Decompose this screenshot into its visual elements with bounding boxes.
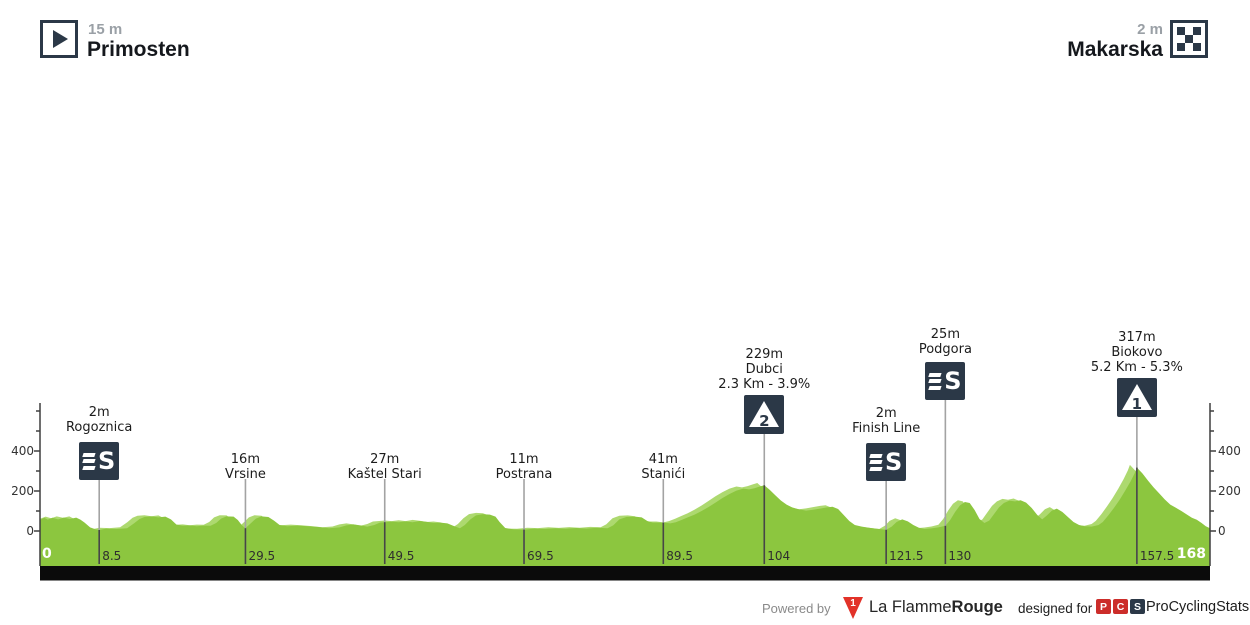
checkered-flag-icon — [1177, 27, 1201, 51]
mountain-triangle-icon — [1121, 384, 1152, 410]
play-triangle-icon — [53, 30, 68, 48]
pcs-logo-icon: P C S — [1096, 599, 1145, 614]
y-axis-label-left-0: 0 — [26, 524, 34, 538]
waypoint-elevation: 27m — [370, 452, 400, 467]
sprint-icon: S — [866, 443, 907, 481]
start-flag-icon — [40, 20, 78, 58]
axes — [34, 403, 1216, 566]
x-axis-label: 29.5 — [248, 549, 276, 563]
x-axis-label: 89.5 — [666, 549, 694, 563]
x-axis-label: 49.5 — [387, 549, 415, 563]
speed-lines-icon — [82, 452, 96, 470]
profile-area-main — [40, 467, 1210, 566]
x-axis-label: 168 — [1176, 546, 1206, 562]
powered-by-label: Powered by — [762, 601, 831, 616]
finish-town: Makarska — [1067, 38, 1163, 61]
waypoint-elevation: 2m — [88, 405, 110, 420]
x-axis-label: 8.5 — [102, 549, 122, 563]
waypoint-name: Finish Line — [852, 421, 921, 436]
waypoint-marker-lines — [98, 400, 1138, 564]
la-flamme-rouge-logo-icon: 1 — [843, 597, 863, 619]
procyclingstats-wordmark: ProCyclingStats — [1146, 599, 1250, 615]
speed-lines-icon — [869, 453, 883, 471]
waypoint-name: Biokovo — [1111, 345, 1163, 360]
red-triangle-icon — [843, 597, 863, 619]
y-axis-label-right-400: 400 — [1218, 444, 1241, 458]
waypoint-elevation: 229m — [745, 347, 784, 362]
waypoint-name: Vrsine — [224, 467, 266, 482]
x-axis-label: 121.5 — [889, 549, 924, 563]
waypoint-name: Stanići — [641, 467, 686, 482]
x-axis-label: 157.5 — [1139, 549, 1175, 563]
waypoint-elevation: 2m — [875, 406, 897, 421]
waypoint-name: Postrana — [495, 467, 553, 482]
x-axis-label: 69.5 — [527, 549, 554, 563]
start-town: Primosten — [87, 38, 190, 61]
start-elevation: 15 m — [88, 21, 123, 38]
designed-for-label: designed for — [1018, 601, 1093, 616]
x-axis-label: 0 — [42, 546, 52, 562]
waypoint-name: Rogoznica — [65, 420, 133, 435]
y-axis-label-left-200: 200 — [11, 484, 34, 498]
waypoint-name: Kaštel Stari — [347, 467, 422, 482]
waypoint-name: Podgora — [918, 342, 972, 357]
finish-elevation: 2 m — [1137, 21, 1163, 38]
mountain-triangle-icon — [749, 401, 780, 427]
waypoint-elevation: 11m — [509, 452, 539, 467]
waypoint-elevation: 317m — [1118, 330, 1156, 345]
speed-lines-icon — [928, 372, 942, 390]
la-flamme-rouge-wordmark: La FlammeRouge — [869, 598, 1003, 616]
bottom-bar — [40, 566, 1210, 581]
x-axis-label: 104 — [767, 549, 791, 563]
y-axis-label-right-200: 200 — [1218, 484, 1241, 498]
waypoint-climb-detail: 5.2 Km - 5.3% — [1090, 360, 1183, 375]
y-axis-label-right-0: 0 — [1218, 524, 1226, 538]
waypoint-name: Dubci — [745, 362, 783, 377]
waypoint-elevation: 25m — [930, 327, 960, 342]
waypoint-climb-detail: 2.3 Km - 3.9% — [718, 377, 811, 392]
waypoint-elevation: 41m — [648, 452, 678, 467]
x-axis-label: 130 — [948, 549, 972, 563]
waypoint-elevation: 16m — [230, 452, 260, 467]
y-axis-label-left-400: 400 — [11, 444, 34, 458]
sprint-icon: S — [925, 362, 966, 400]
finish-flag-icon — [1170, 20, 1208, 58]
category-2-climb-icon: 2 — [744, 395, 785, 434]
sprint-icon: S — [79, 442, 120, 480]
category-1-climb-icon: 1 — [1116, 378, 1157, 417]
